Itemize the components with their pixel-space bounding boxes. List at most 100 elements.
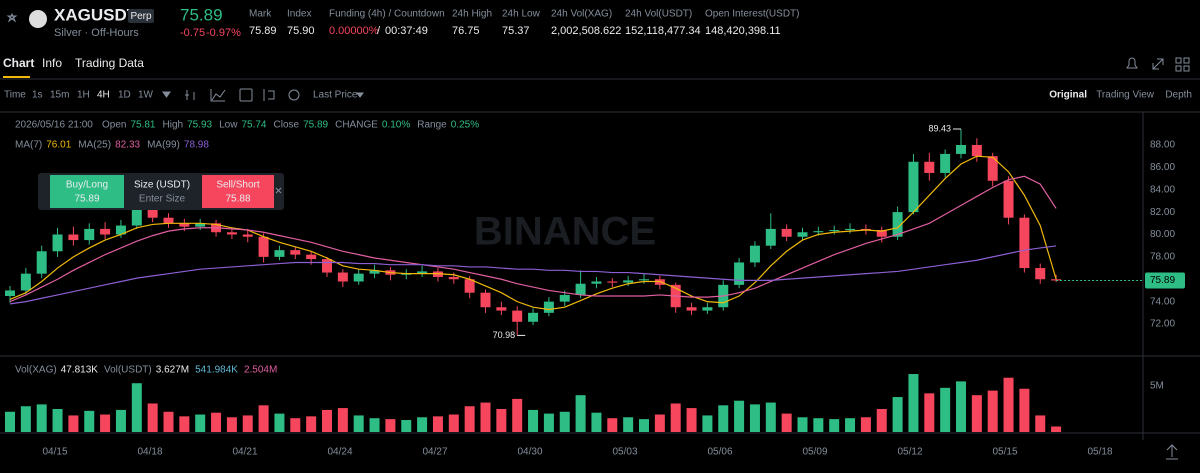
ma-legend-name: MA(7) xyxy=(15,140,42,151)
interval[interactable]: 4H xyxy=(97,90,110,101)
stat-label: 24h Vol(XAG) xyxy=(551,9,612,20)
symbol[interactable]: XAGUSDT xyxy=(54,5,138,24)
candle-body xyxy=(559,294,570,302)
candle-body xyxy=(987,156,998,181)
tab[interactable]: Info xyxy=(42,56,62,70)
volume-bar xyxy=(559,411,570,432)
volume-bar xyxy=(353,415,364,432)
volume-bar xyxy=(512,398,523,432)
change-pct: -0.97% xyxy=(206,27,241,39)
candle-body xyxy=(781,228,792,237)
order-size: Size (USDT) xyxy=(134,180,190,191)
volume-bar xyxy=(369,418,380,432)
scroll-icon[interactable] xyxy=(1166,444,1178,460)
volume-bar xyxy=(860,417,871,432)
bell-icon[interactable] xyxy=(1126,57,1138,69)
volume-bar xyxy=(813,418,824,432)
volume-bar xyxy=(448,414,459,432)
legend-time: 2026/05/16 21:00 xyxy=(15,120,93,131)
top-icons xyxy=(1126,57,1190,72)
price-type[interactable]: Last Price xyxy=(313,90,358,101)
candle-body xyxy=(306,254,317,260)
buy-button[interactable] xyxy=(50,175,124,208)
x-tick-label: 04/18 xyxy=(137,447,162,458)
candle-body xyxy=(813,231,824,233)
volume-bar xyxy=(496,408,507,432)
close-icon[interactable] xyxy=(275,187,282,194)
candle-body xyxy=(623,280,634,283)
candle-body xyxy=(480,292,491,308)
draw-icon[interactable] xyxy=(210,89,226,102)
ma-legend-value: 82.33 xyxy=(115,140,140,151)
sell-button[interactable] xyxy=(202,175,274,208)
compare-icon[interactable] xyxy=(263,89,275,101)
volume-bar xyxy=(306,416,317,432)
x-tick-label: 05/06 xyxy=(707,447,732,458)
interval[interactable]: 1W xyxy=(138,90,154,101)
stat-value: 76.75 xyxy=(452,25,480,37)
volume-bar xyxy=(432,416,443,432)
interval[interactable]: 1s xyxy=(32,90,43,101)
x-tick-label: 04/30 xyxy=(517,447,542,458)
candle-body xyxy=(52,234,63,252)
tab[interactable]: Trading Data xyxy=(75,56,144,70)
candle-body xyxy=(512,310,523,322)
x-tick-label: 05/03 xyxy=(612,447,637,458)
interval[interactable]: 1D xyxy=(118,90,131,101)
candle-body xyxy=(797,232,808,237)
legend-value: 75.81 xyxy=(130,120,155,131)
volume-bar xyxy=(543,413,554,432)
candle-body xyxy=(68,234,79,241)
interval[interactable]: 15m xyxy=(50,90,69,101)
volume-bar xyxy=(971,395,982,432)
stat-label: 24h Low xyxy=(502,9,541,20)
tab[interactable]: Chart xyxy=(3,56,34,70)
layout-icon[interactable] xyxy=(239,88,253,102)
interval-label: Time xyxy=(4,90,26,101)
subtitle: Silver · Off-Hours xyxy=(54,27,139,39)
y-tick-label: 5M xyxy=(1150,381,1164,392)
watermark: BINANCE xyxy=(474,210,656,254)
volume-bar xyxy=(385,419,396,432)
view-option[interactable]: Original xyxy=(1049,90,1087,101)
volume-bar xyxy=(686,408,697,432)
volume-bar xyxy=(226,417,237,432)
last-price-label: 75.89 xyxy=(1150,275,1175,286)
volume-bar xyxy=(575,395,586,432)
volume-bar xyxy=(670,403,681,432)
legend-value: 75.74 xyxy=(241,120,266,131)
grid-icon[interactable] xyxy=(1175,57,1182,64)
candle-body xyxy=(100,228,111,235)
low-label: 70.98 xyxy=(493,330,516,340)
expand-icon[interactable] xyxy=(1152,58,1164,70)
view-option[interactable]: Trading View xyxy=(1096,90,1155,101)
last-price-tag xyxy=(1145,272,1185,289)
view-option[interactable]: Depth xyxy=(1165,90,1192,101)
indicator-icon[interactable] xyxy=(185,90,195,100)
x-tick-label: 05/18 xyxy=(1087,447,1112,458)
dropdown-icon[interactable] xyxy=(162,91,171,98)
candle-body xyxy=(84,228,95,241)
volume-bar xyxy=(5,411,15,432)
candle-body xyxy=(749,245,760,263)
ma-line xyxy=(9,155,1057,311)
volume-bar xyxy=(480,402,491,432)
candle-body xyxy=(829,230,840,232)
y-tick-label: 82.00 xyxy=(1150,207,1175,218)
order-size-hint: Enter Size xyxy=(139,194,186,205)
ma-legend-value: 78.98 xyxy=(184,140,209,151)
y-tick-label: 74.00 xyxy=(1150,296,1175,307)
candle-body xyxy=(258,236,269,257)
volume-bar xyxy=(20,406,31,432)
volume-bar xyxy=(528,409,539,432)
favorite-icon[interactable] xyxy=(6,12,18,23)
volume-bar xyxy=(654,414,665,432)
settings-icon[interactable] xyxy=(288,89,300,101)
legend-label: Low xyxy=(219,120,238,131)
volume-bar xyxy=(290,418,301,432)
volume-bar xyxy=(337,408,348,432)
candle-body xyxy=(36,251,47,274)
y-tick-label: 88.00 xyxy=(1150,140,1175,151)
interval[interactable]: 1H xyxy=(77,90,90,101)
volume-bar xyxy=(797,417,808,432)
